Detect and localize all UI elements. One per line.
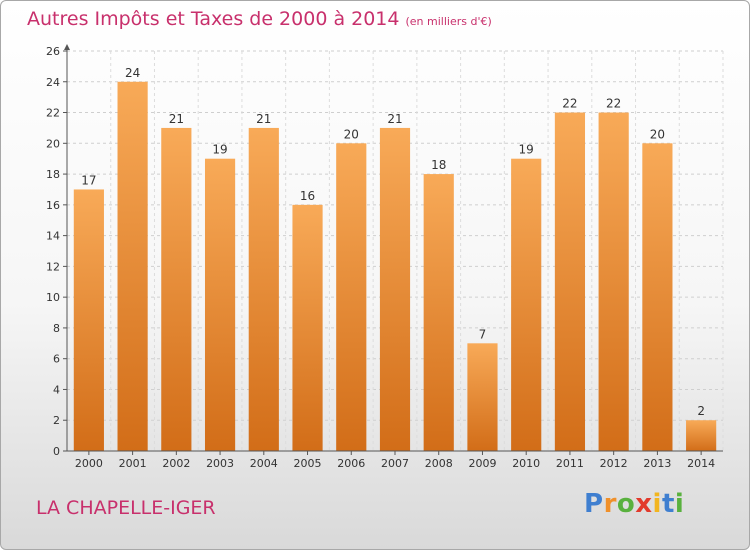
data-label: 21 — [169, 112, 184, 126]
x-tick-label: 2013 — [643, 457, 671, 470]
x-tick-label: 2005 — [294, 457, 322, 470]
y-tick-label: 12 — [46, 260, 60, 273]
bar — [598, 112, 629, 452]
bar — [467, 343, 498, 451]
bar — [204, 158, 236, 451]
y-tick-label: 0 — [53, 445, 60, 458]
logo-letter: i — [674, 489, 685, 519]
x-tick-label: 2014 — [687, 457, 715, 470]
y-tick-label: 20 — [46, 137, 60, 150]
data-label: 21 — [256, 112, 271, 126]
commune-name: LA CHAPELLE-IGER — [36, 497, 216, 519]
bar — [336, 143, 367, 452]
x-tick-label: 2000 — [75, 457, 103, 470]
logo-letter: t — [661, 489, 675, 519]
logo-letter: o — [616, 489, 636, 519]
bar — [423, 174, 454, 452]
bar — [511, 158, 542, 451]
y-tick-label: 2 — [53, 414, 60, 427]
data-label: 20 — [650, 127, 665, 141]
x-tick-label: 2012 — [600, 457, 628, 470]
data-label: 20 — [344, 127, 359, 141]
y-tick-label: 4 — [53, 383, 60, 396]
data-label: 22 — [562, 97, 577, 111]
data-label: 24 — [125, 66, 140, 80]
x-tick-label: 2004 — [250, 457, 278, 470]
logo-letter: x — [635, 489, 653, 519]
data-label: 19 — [212, 143, 227, 157]
bar — [248, 127, 279, 451]
y-tick-label: 26 — [46, 45, 60, 58]
x-tick-label: 2011 — [556, 457, 584, 470]
x-tick-label: 2008 — [425, 457, 453, 470]
y-tick-label: 18 — [46, 168, 60, 181]
bar — [161, 127, 192, 451]
logo-letter: i — [652, 489, 662, 519]
data-label: 18 — [431, 158, 446, 172]
bar — [292, 204, 323, 451]
y-tick-label: 8 — [53, 322, 60, 335]
x-tick-label: 2001 — [119, 457, 147, 470]
data-label: 16 — [300, 189, 315, 203]
data-label: 22 — [606, 97, 621, 111]
data-label: 7 — [479, 327, 487, 341]
bar — [642, 143, 673, 452]
y-tick-label: 24 — [46, 76, 60, 89]
chart-title-main: Autres Impôts et Taxes de 2000 à 2014 — [27, 8, 400, 30]
proxiti-logo: Proxiti — [584, 489, 684, 519]
y-tick-label: 22 — [46, 107, 60, 120]
x-tick-label: 2002 — [162, 457, 190, 470]
bar — [686, 420, 717, 451]
data-label: 2 — [697, 404, 705, 418]
x-tick-label: 2006 — [337, 457, 365, 470]
bar — [73, 189, 104, 451]
data-label: 17 — [81, 173, 96, 187]
y-tick-label: 14 — [46, 230, 60, 243]
y-tick-label: 16 — [46, 199, 60, 212]
chart-title-unit: (en milliers d'€) — [405, 15, 492, 28]
bar — [379, 127, 411, 451]
x-tick-label: 2010 — [512, 457, 540, 470]
data-label: 21 — [387, 112, 402, 126]
logo-letter: r — [603, 489, 617, 519]
y-tick-label: 10 — [46, 291, 60, 304]
bar — [117, 81, 148, 452]
data-label: 19 — [519, 143, 534, 157]
x-tick-label: 2009 — [468, 457, 496, 470]
x-tick-label: 2007 — [381, 457, 409, 470]
y-axis-arrow — [64, 44, 70, 50]
y-tick-label: 6 — [53, 353, 60, 366]
chart-title: Autres Impôts et Taxes de 2000 à 2014 (en… — [27, 8, 492, 30]
logo-letter: P — [584, 489, 604, 519]
x-tick-label: 2003 — [206, 457, 234, 470]
bar — [554, 112, 586, 452]
